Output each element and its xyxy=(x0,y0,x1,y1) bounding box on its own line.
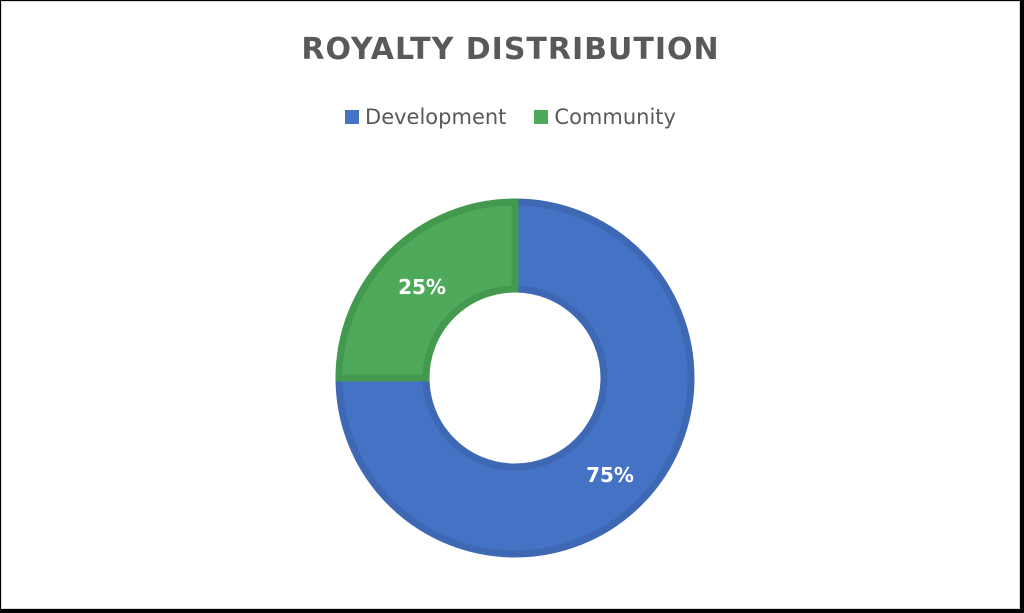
slice-development xyxy=(335,198,695,558)
legend-item-development: Development xyxy=(345,105,506,129)
chart-title: ROYALTY DISTRIBUTION xyxy=(301,32,720,67)
legend-label-community: Community xyxy=(554,105,676,129)
legend-item-community: Community xyxy=(534,105,676,129)
data-label-community: 25% xyxy=(398,275,446,299)
slice-community xyxy=(335,198,519,382)
legend-swatch-community xyxy=(534,110,549,124)
legend-label-development: Development xyxy=(365,105,507,129)
legend: Development Community xyxy=(2,105,1019,129)
data-label-development: 75% xyxy=(586,463,634,487)
legend-swatch-development xyxy=(345,110,360,124)
